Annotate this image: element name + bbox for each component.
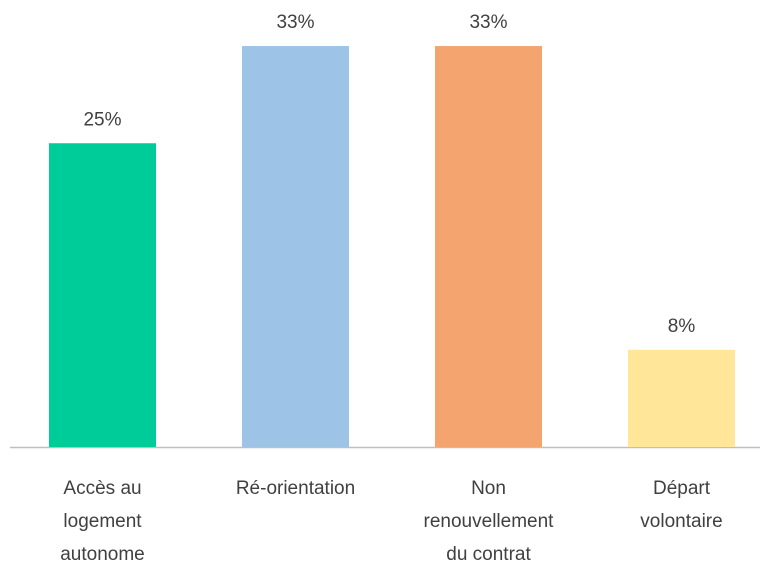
x-tick-label: Départ volontaire <box>640 478 723 532</box>
bar <box>435 46 542 448</box>
x-tick-label: Accès au logement autonome <box>60 478 145 565</box>
value-label: 25% <box>83 109 121 130</box>
bar <box>49 143 156 447</box>
value-label: 33% <box>276 12 314 33</box>
x-tick-label: Ré-orientation <box>235 478 356 499</box>
value-label: 33% <box>469 12 507 33</box>
bar <box>628 349 735 447</box>
bar <box>242 46 349 448</box>
value-label: 8% <box>668 316 696 337</box>
x-tick-label: Non renouvellement du contrat <box>423 478 554 565</box>
